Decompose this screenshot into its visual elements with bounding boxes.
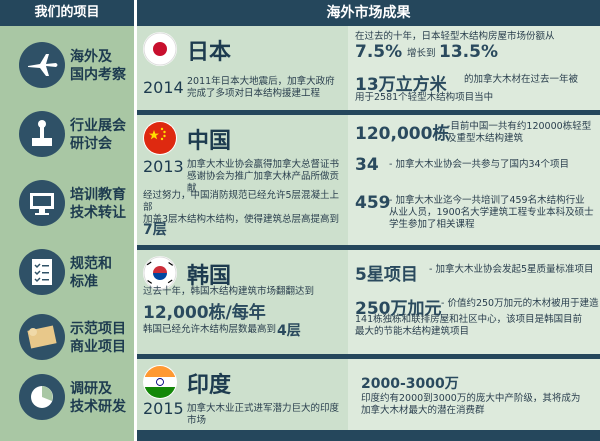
- year: 2013: [143, 157, 184, 176]
- china-stat-buildings: 120,000栋: [355, 124, 450, 144]
- japan-stat-share: 在过去的十年，日本轻型木结构房屋市场份额从: [355, 31, 555, 42]
- project-label: 培训教育 技术转让: [70, 187, 126, 221]
- left-sidebar: 我们的项目 海外及 国内考察 行业展会 研讨会 培训教育 技术转让 规范和 标准 示范项…: [0, 0, 134, 441]
- korea-stat-value-text2: 141栋独栋和联排房屋和社区中心，该项目是韩国目前 最大的节能木结构建筑项目: [355, 314, 583, 337]
- project-label: 规范和 标准: [70, 256, 112, 290]
- year: 2015: [143, 399, 184, 418]
- korea-stat-value: 250万加元: [355, 299, 442, 319]
- china-stat-trained-text: - 加拿大木业迄今一共培训了459名木结构行业 从业人员，1900名大学建筑工程专…: [389, 195, 594, 230]
- china-stat-projects: 34: [355, 155, 379, 175]
- china-floors: 7层: [143, 222, 167, 238]
- japan-stat-share-from: 7.5%: [355, 42, 403, 62]
- checklist-icon: [19, 249, 65, 295]
- japan-panel: 日本 2014 2011年日本大地震后，加拿大政府 完成了多项对日本结构援建工程 …: [137, 26, 600, 110]
- korea-description-market: 过去十年，韩国木结构建筑市场翻翻达到: [143, 286, 315, 297]
- country-name: 印度: [187, 373, 232, 398]
- japan-stat-share-mid: 增长到: [407, 48, 436, 59]
- blueprint-icon: [19, 314, 65, 360]
- project-label: 行业展会 研讨会: [70, 118, 126, 152]
- japan-flag-icon: [143, 32, 177, 66]
- china-stat-buildings-text: -目前中国一共有约120000栋轻型 及重型木结构建筑: [447, 121, 592, 144]
- korea-buildings-per-year: 12,000栋/每年: [143, 303, 266, 323]
- project-item-standards: 规范和 标准: [0, 241, 134, 305]
- project-item-training: 培训教育 技术转让: [0, 172, 134, 236]
- india-stat-middle-class-text: 印度约有2000到3000万的庞大中产阶级，其将成为 加拿大木材最大的潜在消费群: [361, 393, 581, 416]
- china-stat-projects-text: - 加拿大木业协会一共参与了国内34个项目: [389, 159, 570, 170]
- korea-panel: 韩国 过去十年，韩国木结构建筑市场翻翻达到 12,000栋/每年 韩国已经允许木…: [137, 250, 600, 354]
- korea-description-floors: 韩国已经允许木结构层数最高到: [143, 324, 277, 335]
- project-label: 海外及 国内考察: [70, 49, 126, 83]
- japan-stat-volume-text: 的加拿大木材在过去一年被: [464, 74, 579, 85]
- china-flag-icon: [143, 121, 177, 155]
- country-name: 韩国: [187, 264, 232, 289]
- korea-stat-value-text: - 价值约250万加元的木材被用于建造: [441, 298, 599, 309]
- column-divider: [134, 0, 137, 441]
- project-item-research: 调研及 技术研发: [0, 366, 134, 430]
- india-flag-icon: [143, 365, 177, 399]
- korea-stat-five-star-text: - 加拿大木业协会发起5星质量标准项目: [429, 264, 594, 275]
- project-item-demonstration: 示范项目 商业项目: [0, 306, 134, 370]
- microphone-icon: [19, 111, 65, 157]
- monitor-icon: [19, 180, 65, 226]
- project-item-overseas-visit: 海外及 国内考察: [0, 34, 134, 98]
- india-stat-middle-class: 2000-3000万: [361, 376, 459, 392]
- japan-description: 2011年日本大地震后，加拿大政府 完成了多项对日本结构援建工程: [187, 76, 335, 99]
- country-name: 日本: [187, 40, 232, 65]
- right-header: 海外市场成果: [137, 0, 600, 26]
- pie-chart-icon: [19, 374, 65, 420]
- china-panel: 中国 2013 加拿大木业协会赢得加拿大总督证书 感谢协会为推广加拿大林产品所做贡…: [137, 115, 600, 245]
- country-name: 中国: [187, 129, 232, 154]
- project-label: 调研及 技术研发: [70, 381, 126, 415]
- project-label: 示范项目 商业项目: [70, 321, 126, 355]
- japan-stat-share-to: 13.5%: [439, 42, 498, 62]
- china-description-fire-code: 经过努力，中国消防规范已经允许5层混凝土上部 加盖3层木结构木结构，使得建筑总层高…: [143, 190, 340, 225]
- korea-flag-icon: [143, 256, 177, 290]
- china-stat-trained: 459: [355, 193, 391, 213]
- japan-stat-volume: 13万立方米: [355, 75, 447, 95]
- india-panel: 印度 2015 加拿大木业正式进军潜力巨大的印度市场 2000-3000万 印度…: [137, 359, 600, 430]
- airplane-icon: [19, 42, 65, 88]
- left-header: 我们的项目: [0, 0, 134, 26]
- project-item-expo: 行业展会 研讨会: [0, 103, 134, 167]
- korea-floors: 4层: [277, 323, 301, 339]
- year: 2014: [143, 78, 184, 97]
- india-description: 加拿大木业正式进军潜力巨大的印度市场: [187, 403, 340, 426]
- china-description-award: 加拿大木业协会赢得加拿大总督证书 感谢协会为推广加拿大林产品所做贡献: [187, 159, 340, 194]
- korea-stat-five-star: 5星项目: [355, 265, 418, 285]
- japan-stat-volume-text2: 用于2581个轻型木结构项目当中: [355, 92, 494, 103]
